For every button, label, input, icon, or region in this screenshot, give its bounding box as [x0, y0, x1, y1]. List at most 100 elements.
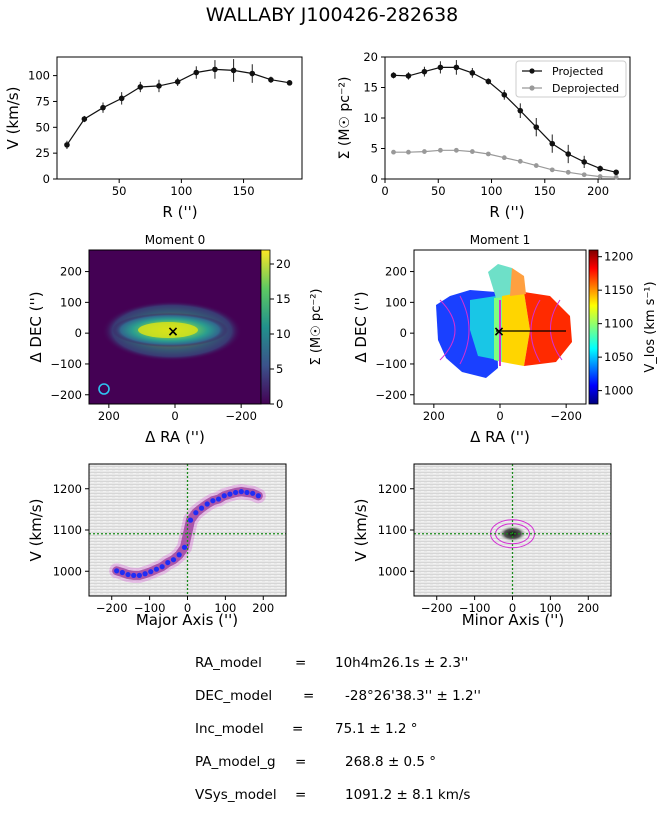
model-point — [215, 496, 222, 502]
moment0-colorbar-ticks: 0 5 10 15 20 — [270, 257, 291, 411]
data-point — [549, 167, 555, 173]
param-value: -28°26'38.3'' ± 1.2'' — [345, 688, 481, 704]
y-tick-label: 1200 — [53, 482, 82, 496]
data-point — [64, 142, 70, 148]
colorbar-tick-label: 5 — [276, 362, 283, 376]
data-point — [469, 149, 475, 154]
param-value: 75.1 ± 1.2 ° — [335, 721, 418, 737]
data-point — [533, 124, 540, 130]
major-axis-pv-ylabel: V (km/s) — [27, 499, 45, 562]
moment0-panel: Moment 0 × 200 0 −200 −200 −100 0 100 200 0 5 10 1… — [27, 233, 324, 446]
data-point — [230, 67, 237, 74]
y-tick-label: 0 — [43, 172, 50, 186]
data-point — [81, 116, 88, 122]
rotation-curve-ticks: 50 100 150 0 25 50 75 100 — [28, 69, 254, 198]
y-tick-label: −100 — [375, 357, 407, 371]
x-tick-label: 0 — [381, 184, 388, 198]
moment1-xlabel: Δ RA ('') — [470, 428, 530, 446]
data-point — [437, 147, 443, 153]
colorbar-tick-label: 1150 — [604, 283, 633, 297]
x-tick-label: 200 — [423, 409, 445, 423]
moment1-title: Moment 1 — [470, 233, 531, 247]
y-tick-label: 200 — [385, 265, 407, 279]
y-tick-label: −100 — [50, 357, 82, 371]
y-tick-label: 50 — [35, 120, 50, 134]
data-point — [406, 149, 411, 155]
data-point — [613, 174, 619, 180]
moment1-colorbar-ticks: 1000 1050 1100 1150 1200 — [598, 250, 633, 398]
data-point — [517, 158, 523, 164]
y-tick-label: 5 — [371, 142, 378, 156]
param-value: 1091.2 ± 8.1 km/s — [345, 787, 471, 803]
rotation-curve-panel: 50 100 150 0 25 50 75 100 R ('') V (km/s) — [4, 56, 303, 221]
y-tick-label: 1000 — [53, 564, 82, 578]
param-key: VSys_model — [195, 787, 277, 803]
y-tick-label: 75 — [35, 94, 50, 108]
data-point — [286, 80, 293, 86]
moment1-model-contours — [439, 295, 563, 366]
colorbar-tick-label: 1100 — [604, 317, 633, 331]
data-point — [581, 159, 587, 165]
x-tick-label: 0 — [184, 601, 191, 615]
legend-projected: Projected — [552, 65, 603, 78]
major-axis-pv-panel: −200 −100 0 100 200 1000 1100 1200 Major Axis (… — [27, 463, 287, 629]
model-point — [176, 552, 182, 558]
model-point — [221, 493, 227, 499]
data-point — [156, 83, 162, 89]
data-point — [517, 107, 524, 114]
data-point — [613, 169, 619, 176]
surface-density-legend: Projected Deprojected — [515, 60, 627, 98]
data-point — [391, 149, 396, 155]
data-point — [469, 70, 476, 76]
rotation-curve-axes — [56, 56, 303, 180]
moment1-center-marker: × — [493, 324, 505, 340]
model-point — [255, 493, 261, 499]
param-key: RA_model — [195, 655, 262, 671]
y-tick-label: 1200 — [378, 482, 407, 496]
surface-density-marks — [390, 60, 619, 180]
rotation-curve-ylabel: V (km/s) — [4, 87, 22, 150]
param-key: DEC_model — [195, 688, 273, 704]
data-point — [390, 72, 397, 79]
data-point — [485, 151, 491, 157]
model-point — [193, 510, 199, 516]
data-point — [422, 149, 427, 154]
data-point — [597, 174, 603, 179]
y-tick-label: 1000 — [378, 564, 407, 578]
moment0-title: Moment 0 — [145, 233, 206, 247]
figure-title: WALLABY J100426-282638 — [206, 4, 459, 26]
x-tick-label: 200 — [98, 409, 120, 423]
param-equals: = — [295, 754, 307, 770]
minor-axis-pv-panel: −200 −100 0 100 200 1000 1100 1200 Minor Axis (… — [352, 463, 612, 629]
y-tick-label: 0 — [371, 172, 378, 186]
model-point — [244, 489, 250, 496]
y-tick-label: 200 — [60, 265, 82, 279]
param-value: 10h4m26.1s ± 2.3'' — [335, 655, 469, 671]
data-point — [118, 95, 125, 102]
x-tick-label: 200 — [252, 601, 274, 615]
fit-parameters: RA_model = 10h4m26.1s ± 2.3'' DEC_model … — [195, 655, 615, 820]
y-tick-label: 15 — [363, 81, 378, 95]
model-point — [204, 501, 210, 507]
moment0-center-marker: × — [167, 324, 179, 340]
x-tick-label: 0 — [171, 409, 178, 423]
data-point — [174, 79, 181, 85]
data-point — [565, 169, 571, 175]
model-point — [187, 517, 194, 523]
model-point — [142, 571, 148, 577]
y-tick-label: 1100 — [378, 523, 407, 537]
moment0-colorbar-label: Σ (M☉ pc⁻²) — [309, 289, 324, 366]
data-point — [268, 76, 274, 83]
model-point — [227, 491, 233, 497]
y-tick-label: 100 — [60, 295, 82, 309]
major-axis-pv-marks — [114, 489, 261, 578]
y-tick-label: −200 — [375, 388, 407, 402]
y-tick-label: 0 — [400, 326, 407, 340]
x-tick-label: −200 — [96, 601, 128, 615]
moment1-ylabel: Δ DEC ('') — [352, 291, 370, 362]
param-row-ra: RA_model = 10h4m26.1s ± 2.3'' — [195, 655, 615, 688]
y-tick-label: 20 — [363, 50, 378, 64]
colorbar-tick-label: 1000 — [604, 384, 633, 398]
model-point — [136, 572, 142, 578]
